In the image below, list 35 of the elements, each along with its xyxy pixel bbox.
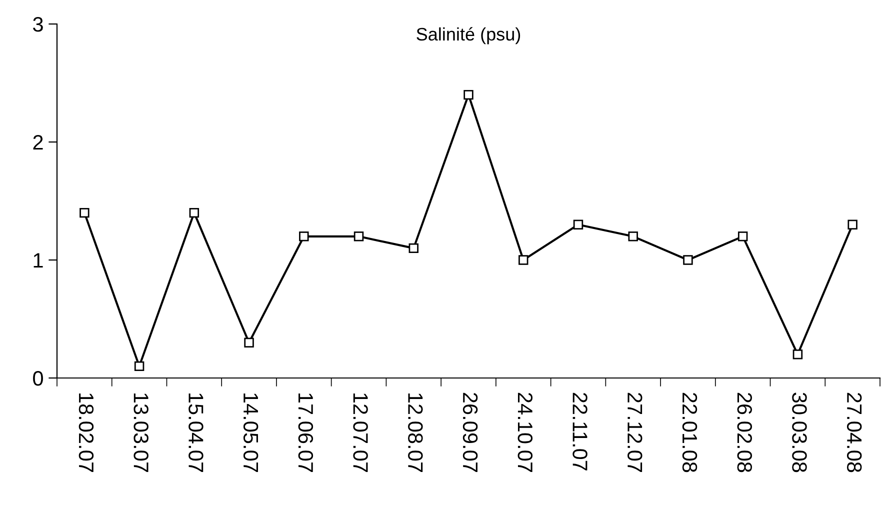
x-tick-label: 24.10.07 [518,392,533,472]
point [80,208,90,218]
point [848,220,858,230]
x-tick-label: 26.09.07 [462,392,478,472]
x-tick-label: 17.06.07 [298,393,314,472]
point [354,232,364,242]
point [518,255,528,265]
point [628,232,638,242]
point [299,232,309,242]
point [792,350,803,360]
x-tick-label: 14.05.07 [243,393,258,472]
point [683,255,693,265]
point [244,338,254,348]
point [189,208,200,218]
chart-title: Salinité (psu) [416,27,520,44]
x-tick-label: 22.11.07 [572,392,588,470]
y-tick-label: 3 [33,17,43,32]
x-tick-label: 12.08.07 [408,393,423,472]
y-tick-label: 2 [33,135,43,150]
y-tick-label: 1 [34,253,43,268]
x-tick-label: 12.07.07 [353,393,368,472]
x-tick-label: 18.02.07 [78,393,94,472]
x-tick-label: 22.01.08 [682,392,698,472]
point [464,90,474,100]
x-tick-label: 15.04.07 [188,393,204,472]
y-tick-label: 0 [33,371,43,386]
x-tick-label: 30.03.08 [792,392,807,472]
x-tick-label: 13.03.07 [134,393,148,472]
point [573,220,584,230]
point [408,243,418,254]
x-tick-label: 27.12.07 [628,392,642,472]
point [134,361,144,372]
x-tick-label: 27.04.08 [846,392,862,472]
point [738,232,748,242]
x-tick-label: 26.02.08 [737,392,752,472]
